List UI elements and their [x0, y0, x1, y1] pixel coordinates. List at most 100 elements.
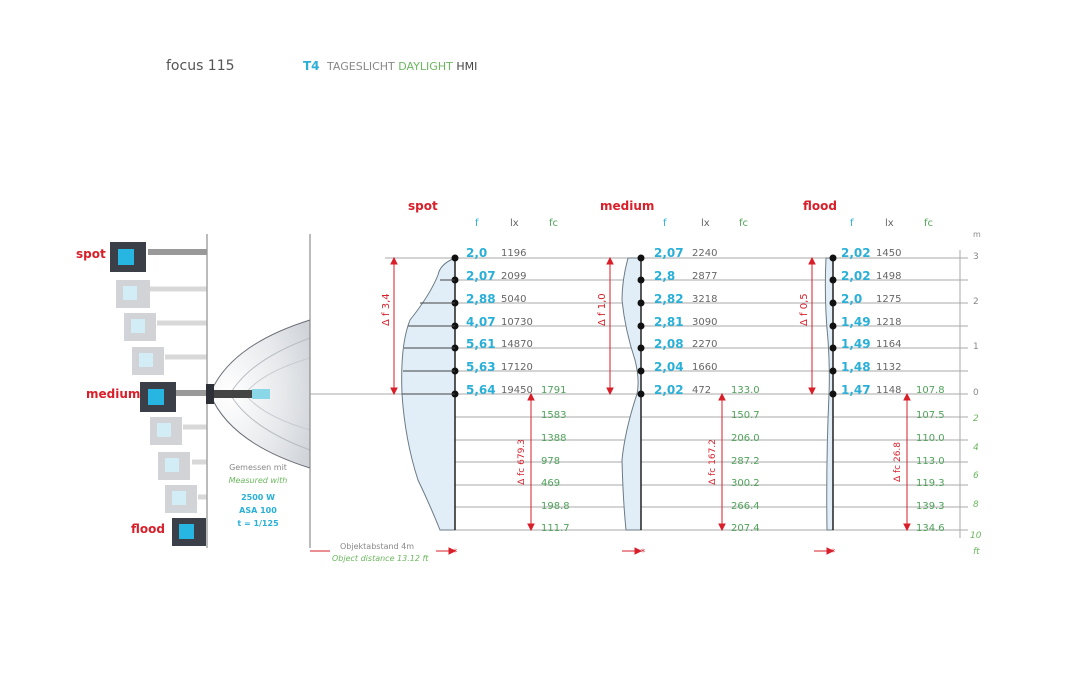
- f-value: 2,08: [654, 337, 684, 351]
- fc-value: 207.4: [731, 523, 760, 534]
- lx-value: 1660: [692, 362, 718, 373]
- lamp-flood-icon: [172, 518, 206, 546]
- lx-value: 1132: [876, 362, 902, 373]
- col-head-lx: lx: [510, 218, 519, 229]
- f-value: 1,48: [841, 360, 871, 374]
- fc-value: 469: [541, 478, 561, 489]
- col-head-lx: lx: [885, 218, 894, 229]
- delta-f-label: Δ f 3,4: [381, 293, 392, 326]
- delta-fc-label: Δ fc 679.3: [517, 439, 527, 485]
- fc-value: 111.7: [541, 523, 570, 534]
- f-value: 2,02: [841, 269, 871, 283]
- fc-value: 139.3: [916, 501, 945, 512]
- col-head-fc: fc: [739, 218, 749, 229]
- f-value: 2,82: [654, 292, 684, 306]
- f-value: 2,8: [654, 269, 676, 283]
- distance-en: Object distance 13.12 ft: [332, 554, 429, 563]
- measurement-note: Gemessen mit Measured with 2500 W ASA 10…: [218, 461, 298, 530]
- lx-value: 1218: [876, 317, 902, 328]
- lx-value: 14870: [501, 339, 533, 350]
- measured-asa: ASA 100: [239, 506, 277, 515]
- lamp-code: T4: [303, 59, 320, 73]
- svg-text:*: *: [453, 548, 458, 558]
- lx-value: 3090: [692, 317, 718, 328]
- f-value: 2,0: [466, 246, 488, 260]
- f-value: 2,02: [654, 383, 684, 397]
- fc-value: 110.0: [916, 433, 945, 444]
- lx-value: 2099: [501, 271, 527, 282]
- scale-ft-4: 4: [973, 443, 979, 453]
- distance-markers: [310, 547, 835, 555]
- delta-fc-label: Δ fc 26.8: [893, 441, 903, 483]
- f-value: 2,02: [841, 246, 871, 260]
- col-head-lx: lx: [701, 218, 710, 229]
- lamp-type-line: T4 TAGESLICHT DAYLIGHT HMI: [303, 59, 477, 73]
- fc-value: 1583: [541, 410, 567, 421]
- scale-ft-2: 2: [973, 414, 979, 424]
- lamp-medium-icon: [140, 382, 207, 412]
- fc-value: 150.7: [731, 410, 760, 421]
- scale-ft-10: 10: [970, 531, 982, 541]
- scale-unit-ft: ft: [973, 547, 980, 557]
- col-head-fc: fc: [924, 218, 934, 229]
- lamp-ghost-icon: [165, 485, 207, 513]
- fc-value: 287.2: [731, 456, 760, 467]
- fc-value: 119.3: [916, 478, 945, 489]
- scale-tick-2: 2: [973, 297, 979, 307]
- fc-value: 266.4: [731, 501, 760, 512]
- f-value: 2,0: [841, 292, 863, 306]
- lx-value: 1275: [876, 294, 902, 305]
- lamp-ghost-icon: [116, 280, 207, 308]
- lx-value: 1498: [876, 271, 902, 282]
- lx-value: 2270: [692, 339, 718, 350]
- delta-arrows: [390, 256, 911, 532]
- fc-value: 300.2: [731, 478, 760, 489]
- delta-f-label: Δ f 0,5: [799, 293, 810, 326]
- f-value: 5,63: [466, 360, 496, 374]
- f-value: 2,07: [466, 269, 496, 283]
- measured-shutter: t = 1/125: [237, 519, 279, 528]
- col-head-f: f: [850, 218, 854, 229]
- lx-value: 1164: [876, 339, 902, 350]
- label-flood: flood: [131, 522, 165, 536]
- fc-value: 107.8: [916, 385, 945, 396]
- fc-value: 206.0: [731, 433, 760, 444]
- lamp-ghost-icon: [158, 452, 207, 480]
- f-value: 2,81: [654, 315, 684, 329]
- fc-value: 133.0: [731, 385, 760, 396]
- lx-value: 5040: [501, 294, 527, 305]
- spot-profile-curve: [401, 254, 459, 531]
- delta-f-label: Δ f 1,0: [597, 293, 608, 326]
- medium-profile-curve: [621, 254, 645, 531]
- f-value: 5,64: [466, 383, 496, 397]
- f-value: 5,61: [466, 337, 496, 351]
- delta-fc-label: Δ fc 167.2: [708, 439, 718, 485]
- scale-tick-0: 0: [973, 388, 979, 398]
- label-spot: spot: [76, 247, 106, 261]
- f-value: 1,49: [841, 337, 871, 351]
- f-value: 1,47: [841, 383, 871, 397]
- scale-ft-8: 8: [973, 500, 979, 510]
- lamp-positions-illustration: [110, 242, 207, 546]
- fc-value: 1791: [541, 385, 567, 396]
- f-value: 2,07: [654, 246, 684, 260]
- lamp-ghost-icon: [150, 417, 207, 445]
- col-head-f: f: [475, 218, 479, 229]
- scale-unit-m: m: [973, 230, 981, 239]
- label-medium: medium: [86, 387, 141, 401]
- scale-tick-1: 1: [973, 342, 979, 352]
- flood-profile-curve: [824, 254, 837, 531]
- measured-de: Gemessen mit: [229, 463, 287, 472]
- svg-text:*: *: [641, 548, 646, 558]
- fc-value: 134.6: [916, 523, 945, 534]
- lx-value: 1196: [501, 248, 527, 259]
- lx-value: 3218: [692, 294, 718, 305]
- scale-axis: [955, 250, 966, 538]
- col-head-fc: fc: [549, 218, 559, 229]
- lx-value: 472: [692, 385, 712, 396]
- lx-value: 2240: [692, 248, 718, 259]
- col-head-f: f: [663, 218, 667, 229]
- lx-value: 19450: [501, 385, 533, 396]
- lx-value: 17120: [501, 362, 533, 373]
